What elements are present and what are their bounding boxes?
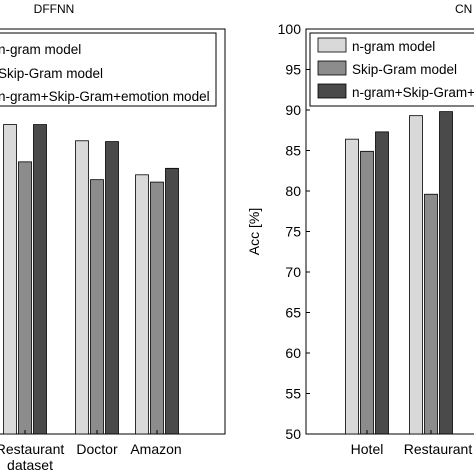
legend-swatch: [317, 37, 347, 53]
bar-doctor-0: [75, 140, 89, 435]
bar-restaurant-1: [18, 161, 32, 435]
legend-entry: n-gram model: [0, 42, 81, 57]
legend: n-gram model Skip-Gram model n-gram+Skip-G…: [309, 32, 474, 107]
legend: n-gram model Skip-Gram model n-gram+Skip-G…: [0, 32, 217, 107]
legend-swatch: [317, 60, 347, 76]
bar-restaurant-0: [409, 115, 423, 435]
chart-title: CN: [455, 2, 472, 16]
legend-entry: Skip-Gram model: [0, 66, 103, 81]
bar-restaurant-2: [33, 124, 47, 435]
bar-amazon-2: [165, 167, 179, 435]
bar-hotel-1: [360, 150, 374, 435]
x-tick-label: Restaurant: [404, 441, 473, 457]
bar-hotel-2: [375, 131, 389, 435]
y-tick-label: 85: [285, 143, 301, 159]
legend-entry: Skip-Gram model: [352, 62, 457, 77]
bar-doctor-2: [105, 141, 119, 435]
y-tick-label: 60: [285, 345, 301, 361]
legend-swatch: [317, 83, 347, 99]
bar-restaurant-1: [424, 193, 438, 435]
x-axis-label: dataset: [7, 457, 53, 473]
x-tick-label: Restaurant: [0, 441, 64, 457]
legend-box: [0, 32, 217, 107]
y-tick-label: 95: [285, 62, 301, 78]
x-tick-label: Amazon: [130, 441, 181, 457]
y-tick-label: 80: [285, 183, 301, 199]
y-tick-label: 75: [285, 224, 301, 240]
bar-restaurant-2: [439, 111, 453, 435]
bar-restaurant-0: [3, 124, 17, 435]
y-tick-label: 70: [285, 264, 301, 280]
y-axis-label: Acc [%]: [246, 208, 262, 255]
y-tick-label: 100: [278, 21, 302, 37]
legend-entry: n-gram model: [352, 39, 435, 54]
y-tick-label: 65: [285, 305, 301, 321]
bar-amazon-1: [150, 181, 164, 435]
y-tick-label: 55: [285, 386, 301, 402]
legend-entry: n-gram+Skip-Gram+emotion model: [352, 85, 474, 100]
chart-title: DFFNN: [34, 2, 75, 16]
bar-hotel-0: [345, 138, 359, 435]
legend-entry: n-gram+Skip-Gram+emotion model: [0, 89, 210, 104]
y-tick-label: 50: [285, 426, 301, 442]
chart-cn: CN 50 55 60 65 70 75 80 85 90 95 100 Acc [%] Hotel Res…: [246, 2, 474, 457]
bar-amazon-0: [135, 174, 149, 435]
x-tick-label: Doctor: [76, 441, 118, 457]
y-tick-label: 90: [285, 102, 301, 118]
chart-dffnn: DFFNN Restaurant Doctor Amazon dataset n-gram…: [0, 2, 226, 473]
bar-doctor-1: [90, 179, 104, 435]
x-tick-label: Hotel: [351, 441, 384, 457]
